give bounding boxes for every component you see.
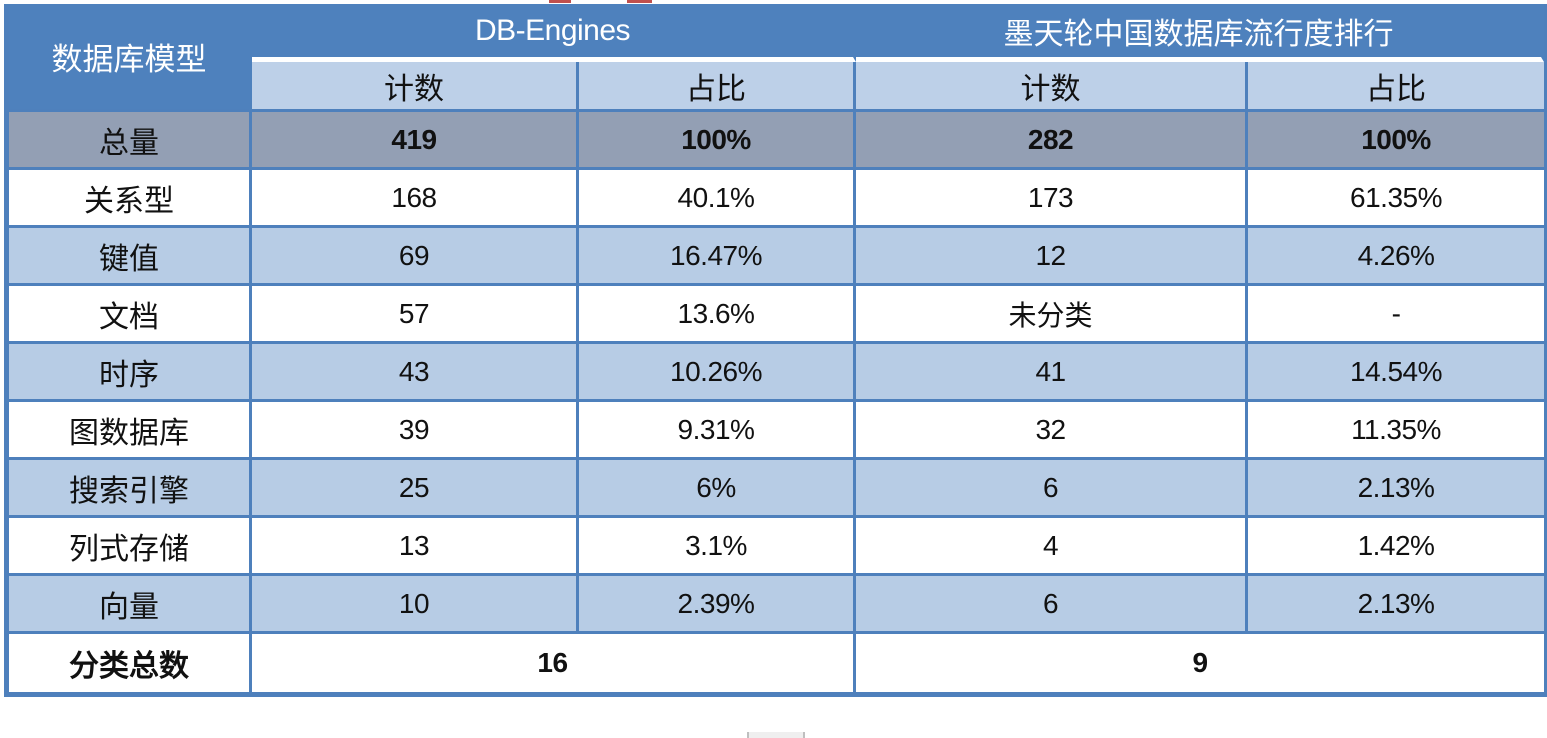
data-cell: 168 [252,170,579,228]
data-cell: 6% [579,460,857,518]
data-cell: 40.1% [579,170,857,228]
cropped-red-underline-artifact [627,0,652,3]
table-body: 总量 419 100% 282 100% 关系型 168 40.1% 173 61.35% 键值 69… [9,112,1545,692]
data-cell: 3.1% [579,518,857,576]
data-cell: 41 [856,344,1249,402]
subheader-motianlun-count: 计数 [856,62,1249,112]
data-cell: 419 [252,112,579,170]
data-cell: 61.35% [1248,170,1545,228]
data-cell: 282 [856,112,1249,170]
subheader-dbengines-percent: 占比 [579,62,857,112]
footer-label: 分类总数 [9,634,252,692]
footer-row: 分类总数 16 9 [9,634,1545,692]
data-cell: 173 [856,170,1249,228]
data-cell: 2.39% [579,576,857,634]
data-cell: 16.47% [579,228,857,286]
data-cell: 6 [856,460,1249,518]
row-label: 时序 [9,344,252,402]
data-cell: 13 [252,518,579,576]
table-row: 列式存储 13 3.1% 4 1.42% [9,518,1545,576]
data-cell: 未分类 [856,286,1249,344]
footer-total-cell: 9 [856,634,1545,692]
data-cell: 100% [579,112,857,170]
data-cell: 10.26% [579,344,857,402]
data-cell: 6 [856,576,1249,634]
table-row: 文档 57 13.6% 未分类 - [9,286,1545,344]
data-cell: 2.13% [1248,460,1545,518]
group-header-db-engines: DB-Engines [252,4,857,62]
data-cell: - [1248,286,1545,344]
table-row: 总量 419 100% 282 100% [9,112,1545,170]
cropped-scrollbar-artifact [747,732,805,738]
data-cell: 1.42% [1248,518,1545,576]
table-row: 关系型 168 40.1% 173 61.35% [9,170,1545,228]
footer-total-cell: 16 [252,634,857,692]
data-cell: 2.13% [1248,576,1545,634]
row-label: 图数据库 [9,402,252,460]
data-cell: 32 [856,402,1249,460]
database-model-comparison-table: 数据库模型 DB-Engines 墨天轮中国数据库流行度排行 计数 占比 计数 … [4,4,1547,697]
table-row: 图数据库 39 9.31% 32 11.35% [9,402,1545,460]
data-cell: 25 [252,460,579,518]
group-header-motianlun: 墨天轮中国数据库流行度排行 [856,4,1545,62]
row-label: 搜索引擎 [9,460,252,518]
data-cell: 39 [252,402,579,460]
data-cell: 100% [1248,112,1545,170]
data-cell: 4 [856,518,1249,576]
table-row: 搜索引擎 25 6% 6 2.13% [9,460,1545,518]
subheader-dbengines-count: 计数 [252,62,579,112]
row-label: 向量 [9,576,252,634]
row-label: 总量 [9,112,252,170]
data-cell: 11.35% [1248,402,1545,460]
subheader-motianlun-percent: 占比 [1248,62,1545,112]
data-cell: 69 [252,228,579,286]
data-cell: 43 [252,344,579,402]
cropped-red-underline-artifact [549,0,571,3]
data-cell: 57 [252,286,579,344]
data-cell: 14.54% [1248,344,1545,402]
data-cell: 10 [252,576,579,634]
data-cell: 12 [856,228,1249,286]
table-row: 向量 10 2.39% 6 2.13% [9,576,1545,634]
table-row: 键值 69 16.47% 12 4.26% [9,228,1545,286]
row-label: 关系型 [9,170,252,228]
data-cell: 9.31% [579,402,857,460]
row-label: 文档 [9,286,252,344]
table-row: 时序 43 10.26% 41 14.54% [9,344,1545,402]
corner-header-database-model: 数据库模型 [9,4,252,112]
row-label: 键值 [9,228,252,286]
data-cell: 13.6% [579,286,857,344]
row-label: 列式存储 [9,518,252,576]
data-cell: 4.26% [1248,228,1545,286]
